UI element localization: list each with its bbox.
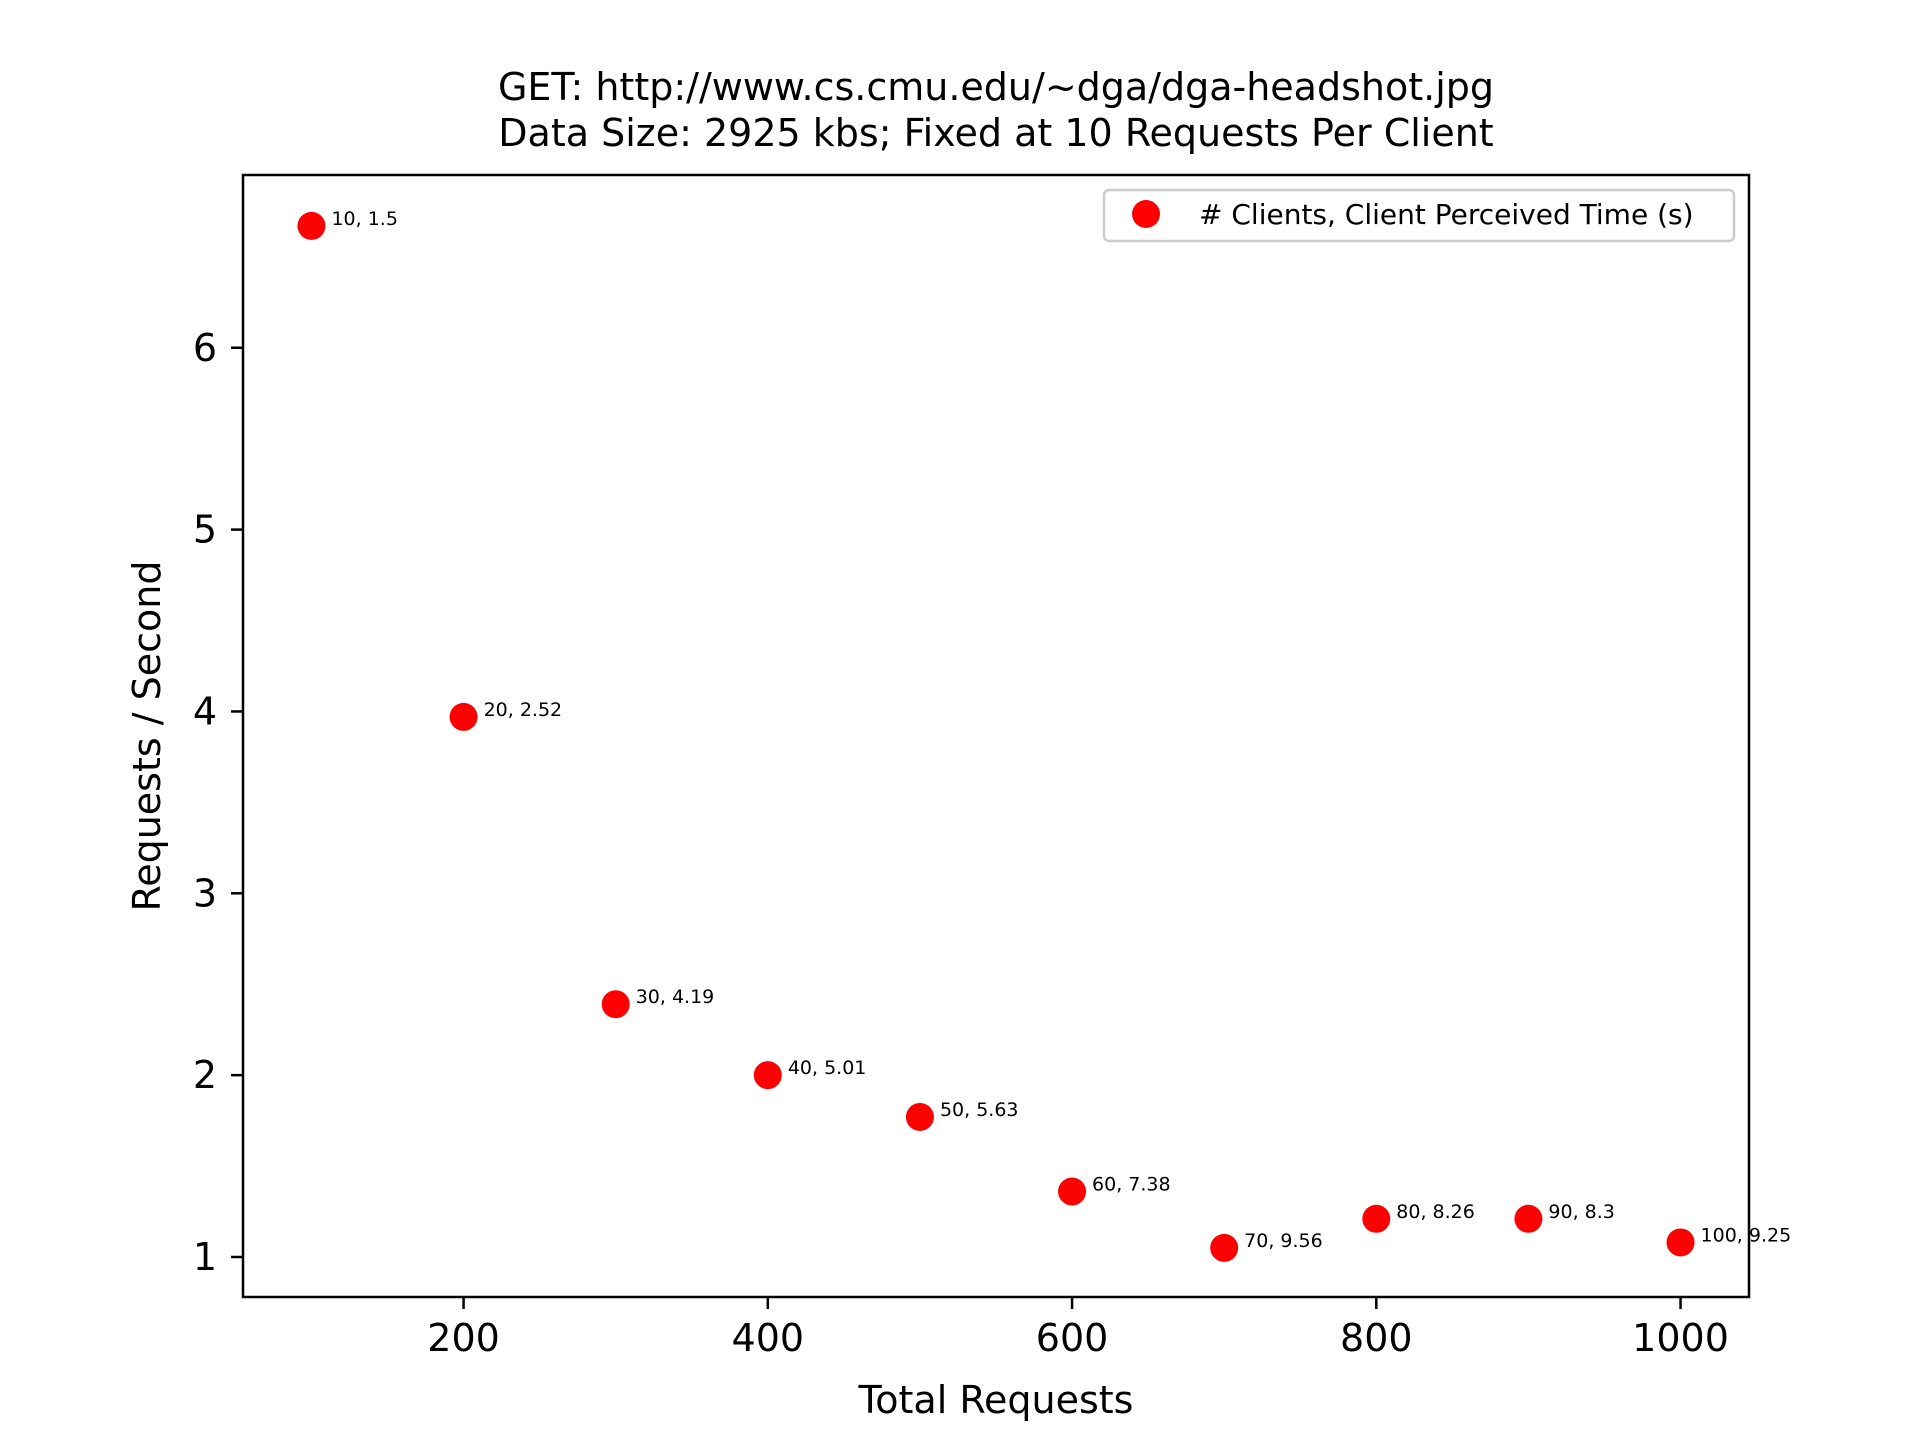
- y-tick-label: 5: [193, 508, 217, 552]
- y-tick-label: 4: [193, 689, 217, 733]
- y-axis-label: Requests / Second: [125, 561, 169, 912]
- data-point-label: 40, 5.01: [788, 1057, 867, 1079]
- y-tick-label: 3: [193, 871, 217, 915]
- x-axis-ticks: 200 400 600 800 1000: [427, 1297, 1729, 1360]
- data-point: [1514, 1204, 1543, 1233]
- data-point-label: 80, 8.26: [1396, 1201, 1475, 1223]
- data-point-label: 20, 2.52: [484, 699, 563, 721]
- legend-marker: [1132, 200, 1160, 228]
- data-point: [1210, 1233, 1239, 1262]
- chart-title: GET: http://www.cs.cmu.edu/~dga/dga-head…: [498, 65, 1494, 109]
- data-point: [753, 1061, 782, 1090]
- data-point: [1058, 1177, 1087, 1206]
- data-point-label: 70, 9.56: [1244, 1230, 1323, 1252]
- chart-subtitle: Data Size: 2925 kbs; Fixed at 10 Request…: [498, 111, 1493, 155]
- data-point: [1362, 1204, 1391, 1233]
- y-axis-ticks: 1 2 3 4 5 6: [193, 326, 243, 1279]
- x-tick-label: 400: [732, 1316, 805, 1360]
- plot-frame: [241, 173, 1751, 1299]
- x-tick-label: 800: [1340, 1316, 1413, 1360]
- data-point-label: 100, 9.25: [1701, 1224, 1792, 1246]
- x-tick-label: 200: [427, 1316, 500, 1360]
- legend: # Clients, Client Perceived Time (s): [1102, 188, 1736, 243]
- data-point: [297, 211, 326, 240]
- y-tick-label: 6: [193, 326, 217, 370]
- legend-label: # Clients, Client Perceived Time (s): [1199, 198, 1694, 231]
- data-point-label: 10, 1.5: [331, 208, 397, 230]
- x-axis-label: Total Requests: [858, 1378, 1134, 1422]
- data-point: [1666, 1228, 1695, 1257]
- legend-box: [1102, 188, 1736, 243]
- data-point: [601, 990, 630, 1019]
- y-tick-label: 1: [193, 1235, 217, 1279]
- data-point-label: 30, 4.19: [636, 986, 715, 1008]
- plot-area: 10, 1.5 20, 2.52 30, 4.19 40, 5.01 50, 5.63 6…: [297, 208, 1791, 1262]
- x-tick-label: 600: [1036, 1316, 1109, 1360]
- data-point-label: 60, 7.38: [1092, 1174, 1171, 1196]
- data-point: [905, 1102, 934, 1131]
- data-point-label: 50, 5.63: [940, 1099, 1019, 1121]
- y-tick-label: 2: [193, 1053, 217, 1097]
- data-point: [449, 702, 478, 731]
- data-point-label: 90, 8.3: [1548, 1201, 1614, 1223]
- x-tick-label: 1000: [1632, 1316, 1729, 1360]
